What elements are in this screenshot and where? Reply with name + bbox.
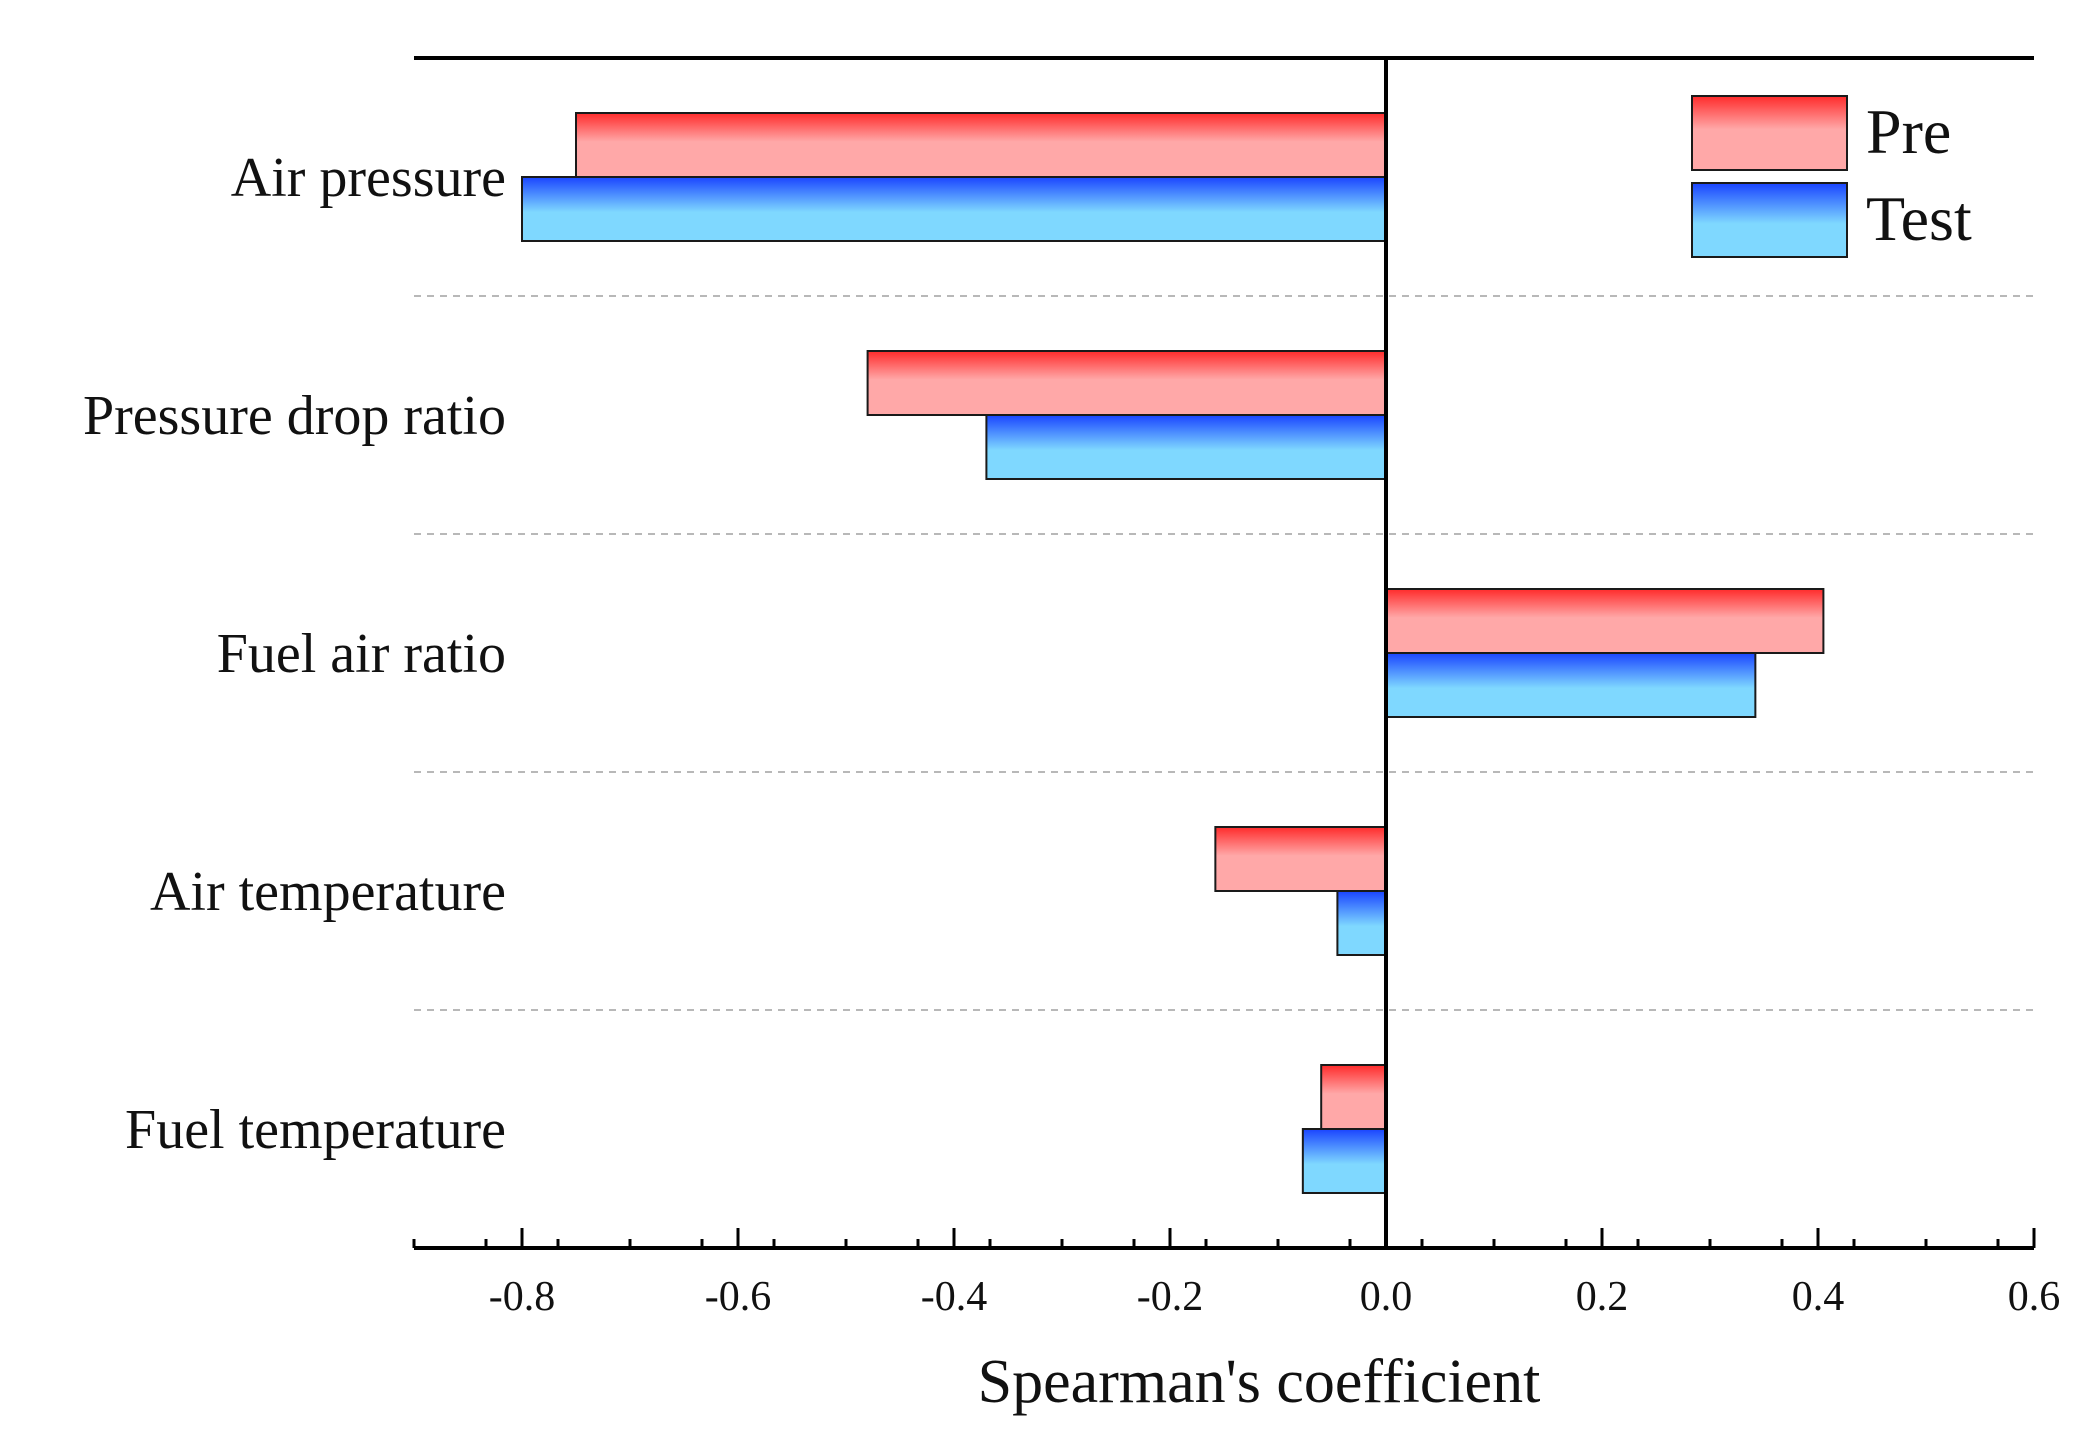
bar-pre-5 (1320, 1064, 1387, 1130)
category-label: Fuel air ratio (217, 623, 506, 685)
legend-label-test: Test (1866, 183, 1972, 254)
category-label: Air temperature (150, 861, 506, 923)
category-label: Pressure drop ratio (83, 385, 506, 447)
legend-label-pre: Pre (1866, 96, 1951, 167)
bar-test-3 (1385, 652, 1757, 718)
bar-test-1 (521, 176, 1387, 242)
bar-test-2 (985, 414, 1388, 480)
bar-pre-4 (1214, 826, 1387, 892)
axes (414, 56, 2034, 1250)
bar-pre-3 (1385, 588, 1825, 654)
legend: Pre Test (1691, 95, 1972, 258)
legend-swatch-test (1691, 182, 1848, 258)
category-label: Fuel temperature (125, 1099, 506, 1161)
bar-pre-1 (575, 112, 1387, 178)
grid-lines (414, 295, 2034, 1011)
x-tick-label: -0.4 (921, 1274, 988, 1320)
category-labels: Air pressure Pressure drop ratio Fuel air … (83, 147, 506, 1161)
category-label: Air pressure (231, 147, 506, 209)
x-axis-title: Spearman's coefficient (978, 1348, 1541, 1416)
bar-test-5 (1301, 1128, 1387, 1194)
x-tick-label: 0.6 (2008, 1274, 2061, 1320)
x-tick-label: 0.4 (1792, 1274, 1845, 1320)
x-tick-label: -0.8 (489, 1274, 556, 1320)
x-tick-label: -0.6 (705, 1274, 772, 1320)
x-ticks: -0.8 -0.6 -0.4 -0.2 0.0 0.2 0.4 0.6 (412, 1228, 2061, 1320)
legend-swatch-pre (1691, 95, 1848, 171)
bar-pre-2 (866, 350, 1387, 416)
bars (521, 112, 1825, 1194)
x-tick-label: 0.2 (1576, 1274, 1629, 1320)
bar-test-4 (1336, 890, 1388, 956)
x-tick-label: -0.2 (1137, 1274, 1204, 1320)
x-tick-label: 0.0 (1360, 1274, 1413, 1320)
